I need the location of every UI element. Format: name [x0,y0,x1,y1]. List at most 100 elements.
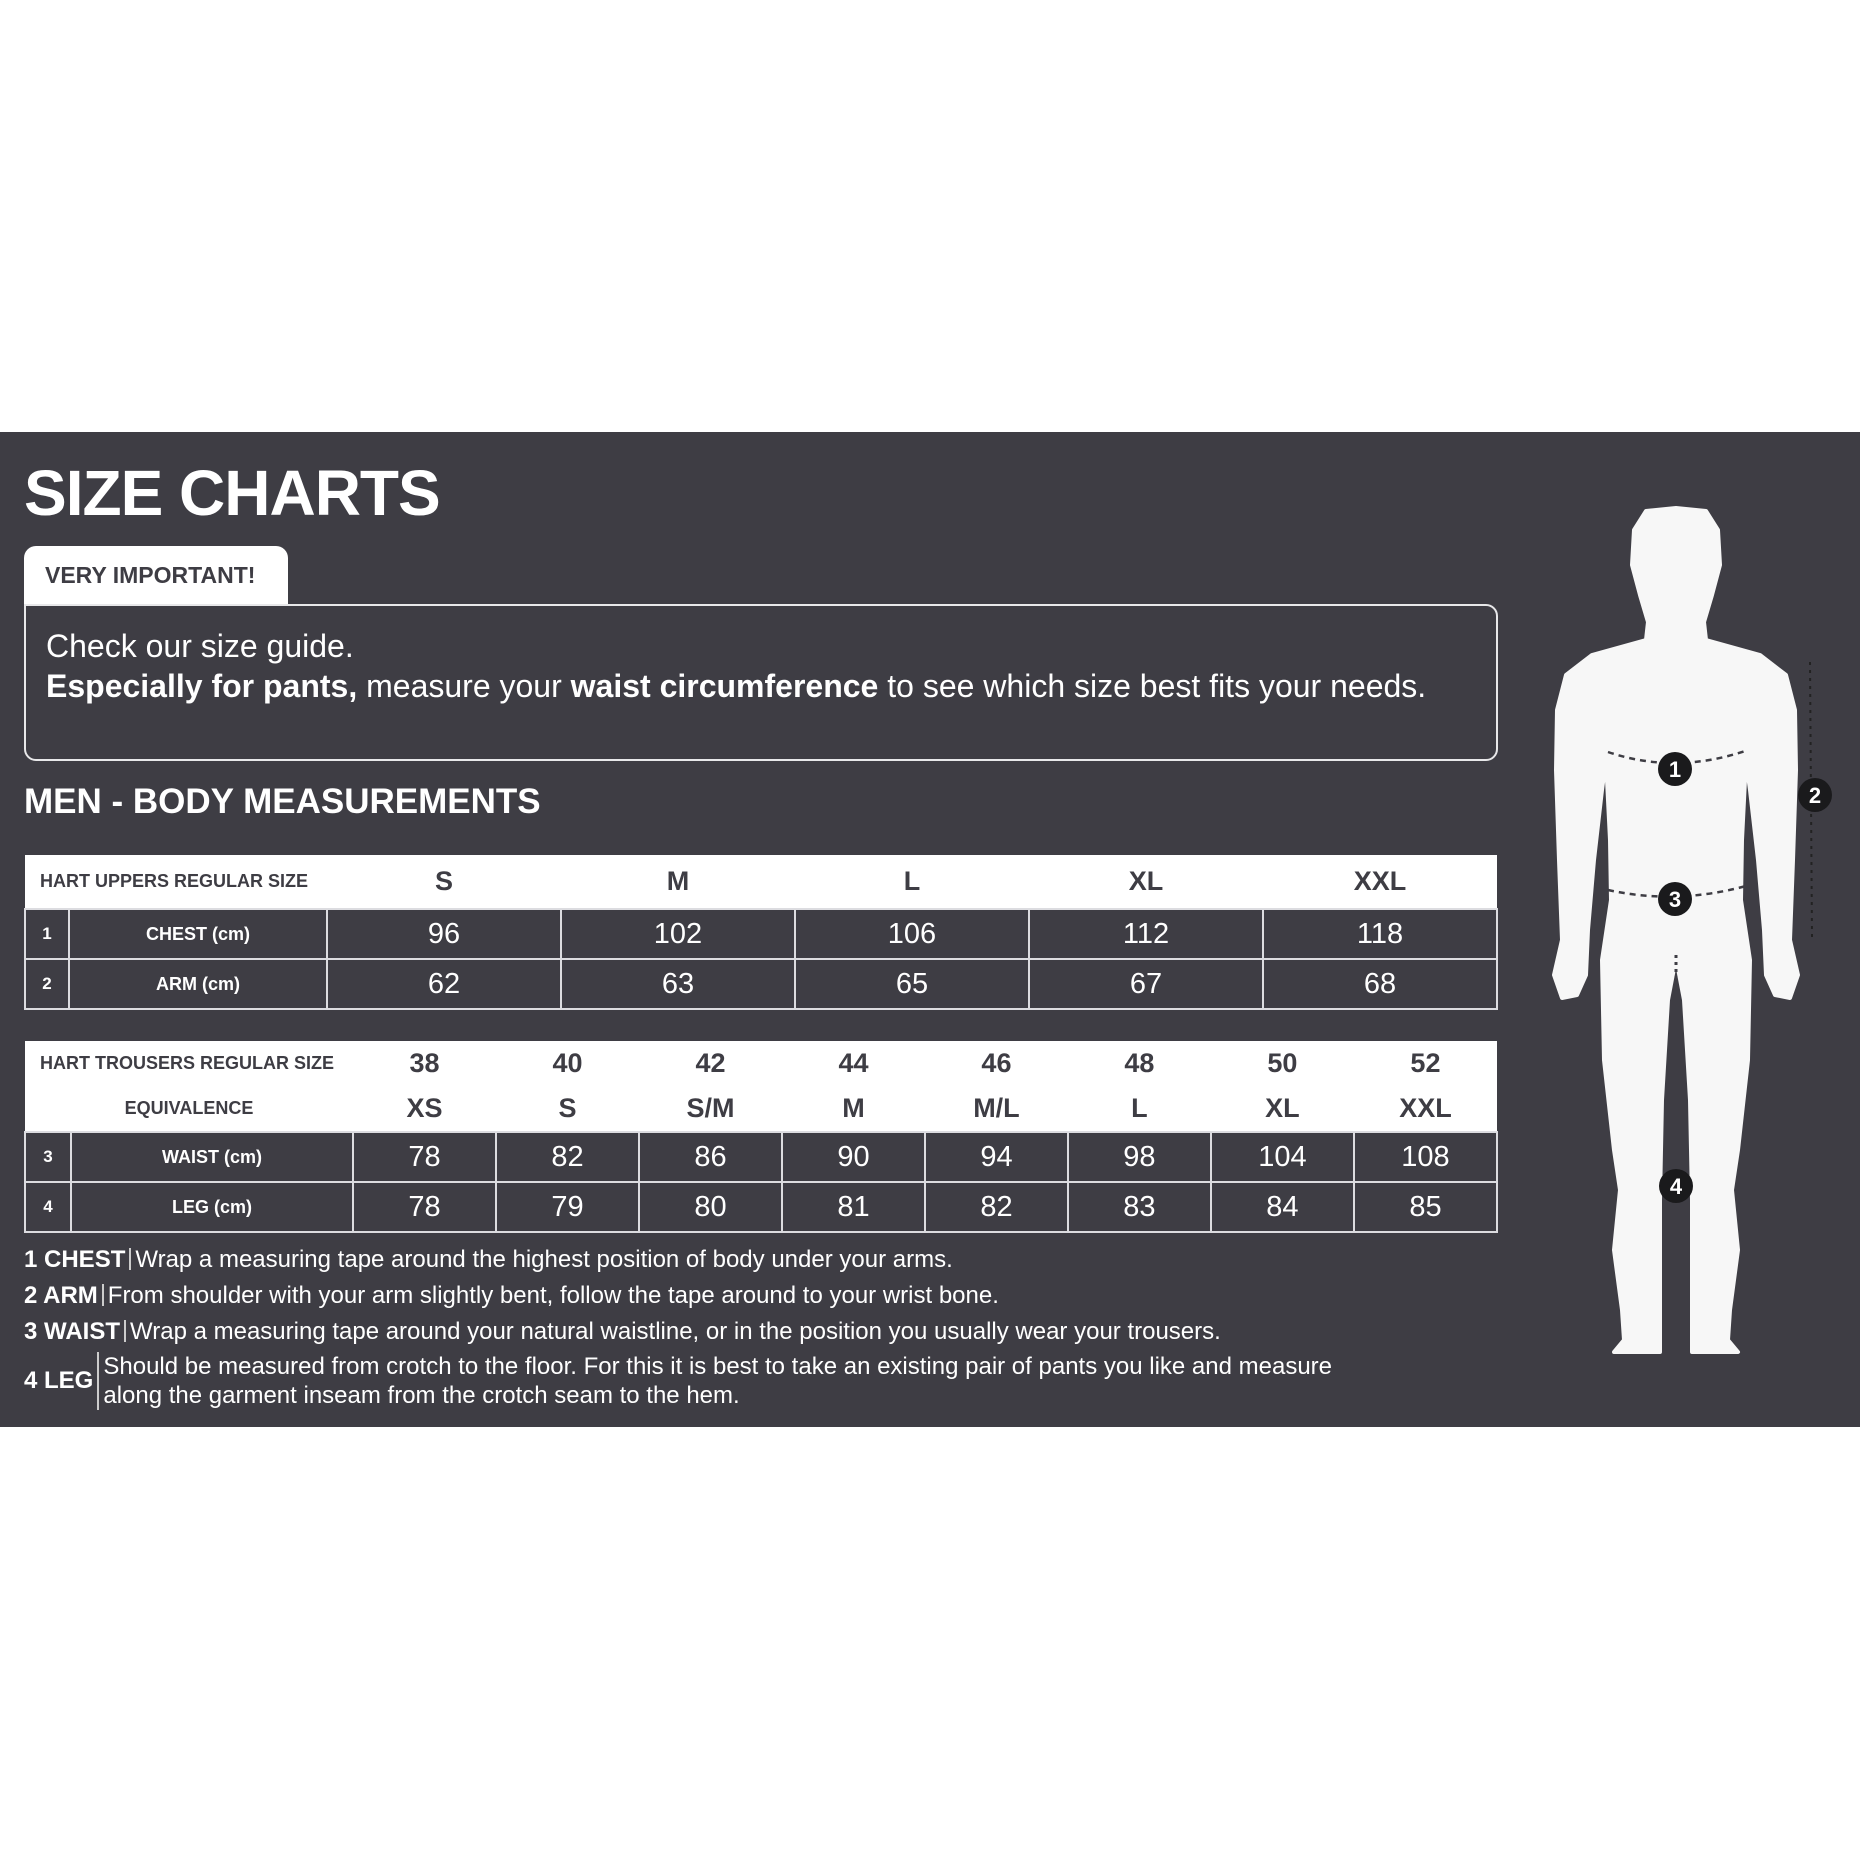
row-number: 1 [24,908,70,960]
equivalence-size: XXL [1353,1086,1497,1132]
body-silhouette [1552,506,1800,1354]
cell: 82 [923,1181,1069,1233]
note-label: 1 CHEST [24,1246,126,1273]
notice-text: measure your [357,668,571,704]
cell: 118 [1262,908,1498,960]
cell: 94 [923,1131,1069,1183]
size-header: 42 [638,1041,782,1086]
measurement-marker [1659,1169,1693,1203]
equivalence-size: S [496,1086,639,1132]
table-row: 1 CHEST (cm) 96 102 106 112 118 [24,908,1498,960]
size-header: 52 [1353,1041,1497,1086]
row-label: WAIST (cm) [69,1131,355,1183]
cell: 96 [326,908,562,960]
equivalence-size: XL [1210,1086,1354,1132]
cell: 90 [780,1131,926,1183]
cell: 106 [794,908,1030,960]
section-title: MEN - BODY MEASUREMENTS [24,782,541,821]
table-row: 3 WAIST (cm) 78 82 86 90 94 98 104 108 [24,1131,1499,1183]
cell: 108 [1352,1131,1499,1183]
measurement-marker [1658,882,1692,916]
cell: 82 [495,1131,640,1183]
notice-bold: Especially for pants, [46,668,358,704]
note-label: 3 WAIST [24,1318,121,1345]
table-header-row: HART TROUSERS REGULAR SIZE 38 40 42 44 46 48 50… [25,1041,1497,1086]
measurement-marker [1658,752,1692,786]
note-arm: 2 ARM From shoulder with your arm slightl… [24,1282,999,1310]
cell: 79 [495,1181,640,1233]
note-chest: 1 CHEST Wrap a measuring tape around the … [24,1246,953,1274]
cell: 98 [1066,1131,1212,1183]
size-header: 48 [1067,1041,1211,1086]
equivalence-label: EQUIVALENCE [25,1086,354,1132]
equivalence-size: L [1067,1086,1211,1132]
note-text: Wrap a measuring tape around your natura… [130,1318,1221,1345]
equivalence-size: XS [353,1086,496,1132]
note-text: From shoulder with your arm slightly ben… [107,1282,999,1309]
page-title: SIZE CHARTS [24,457,441,529]
cell: 84 [1209,1181,1355,1233]
measurement-marker [1798,778,1832,812]
notice-text: to see which size best fits your needs. [878,668,1427,704]
cell: 62 [326,958,562,1010]
cell: 65 [794,958,1030,1010]
size-header: XL [1029,855,1263,909]
size-header: 38 [353,1041,496,1086]
note-label: 2 ARM [24,1282,98,1309]
cell: 102 [560,908,796,960]
cell: 78 [352,1131,497,1183]
row-label: ARM (cm) [68,958,328,1010]
row-number: 3 [24,1131,72,1183]
size-header: M [561,855,795,909]
divider [101,1284,104,1306]
table-row: 4 LEG (cm) 78 79 80 81 82 83 84 85 [24,1181,1499,1233]
note-text: along the garment inseam from the crotch… [103,1382,740,1409]
note-text: Wrap a measuring tape around the highest… [135,1246,953,1273]
note-text: Should be measured from crotch to the fl… [103,1353,1332,1380]
measurement-marker-label: 4 [1670,1174,1683,1199]
equivalence-size: S/M [638,1086,782,1132]
header-label: HART TROUSERS REGULAR SIZE [25,1041,354,1086]
table-row: 2 ARM (cm) 62 63 65 67 68 [24,958,1498,1010]
cell: 80 [637,1181,783,1233]
notice-box: Check our size guide. Especially for pan… [24,604,1498,761]
row-label: LEG (cm) [69,1181,355,1233]
size-header: S [327,855,561,909]
uppers-size-table: HART UPPERS REGULAR SIZE S M L XL XXL 1 … [24,855,1498,1010]
measurement-marker-label: 2 [1809,783,1821,808]
divider [129,1248,132,1270]
size-header: 40 [496,1041,639,1086]
row-label: CHEST (cm) [68,908,328,960]
notice-bold: waist circumference [570,668,879,704]
cell: 78 [352,1181,497,1233]
cell: 86 [637,1131,783,1183]
equivalence-size: M/L [924,1086,1068,1132]
measurement-marker-label: 3 [1669,887,1681,912]
row-number: 4 [24,1181,72,1233]
note-label: 4 LEG [24,1367,94,1394]
divider [124,1320,127,1342]
row-number: 2 [24,958,70,1010]
cell: 63 [560,958,796,1010]
cell: 104 [1209,1131,1355,1183]
trousers-size-table: HART TROUSERS REGULAR SIZE 38 40 42 44 46 48 50… [24,1041,1499,1233]
cell: 83 [1066,1181,1212,1233]
cell: 67 [1028,958,1264,1010]
cell: 85 [1352,1181,1499,1233]
size-header: 44 [781,1041,925,1086]
cell: 112 [1028,908,1264,960]
equivalence-row: EQUIVALENCE XS S S/M M M/L L XL XXL [25,1086,1497,1132]
size-header: 50 [1210,1041,1354,1086]
measurement-marker-label: 1 [1669,757,1681,782]
note-waist: 3 WAIST Wrap a measuring tape around your… [24,1318,1221,1346]
note-leg: 4 LEG Should be measured from crotch to t… [24,1352,1332,1410]
size-header: XXL [1263,855,1497,909]
cell: 68 [1262,958,1498,1010]
header-label: HART UPPERS REGULAR SIZE [25,855,327,909]
size-header: L [795,855,1029,909]
equivalence-size: M [781,1086,925,1132]
cell: 81 [780,1181,926,1233]
size-header: 46 [924,1041,1068,1086]
notice-tab: VERY IMPORTANT! [24,546,288,606]
